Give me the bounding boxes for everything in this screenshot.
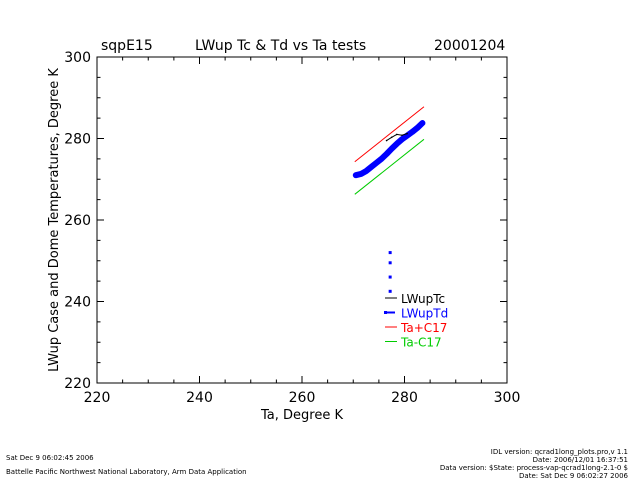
legend-label: Ta+C17 <box>400 321 447 335</box>
data-point-lwuptd <box>420 121 424 125</box>
y-tick-label: 260 <box>64 213 91 229</box>
data-point-lwuptd <box>354 173 358 177</box>
y-tick-label: 280 <box>64 132 91 148</box>
data-point-lwuptd <box>395 142 399 146</box>
x-tick-label: 240 <box>186 390 213 406</box>
legend-label: LWupTc <box>401 292 445 306</box>
footer-idl-version: IDL version: qcrad1long_plots.pro,v 1.1 <box>490 448 628 456</box>
data-point-lwuptd <box>385 152 389 156</box>
y-tick-label: 300 <box>64 50 91 66</box>
data-point-lwuptd <box>379 157 383 161</box>
series-line-ta-c17 <box>354 138 425 195</box>
legend-label: LWupTd <box>401 307 448 321</box>
data-point-lwuptd <box>390 147 394 151</box>
footer-data-date: Date: Sat Dec 9 06:02:27 2006 <box>519 472 628 480</box>
data-point-lwuptc <box>390 136 393 139</box>
footer-org: Battelle Pacific Northwest National Labo… <box>6 468 247 476</box>
data-point-lwuptd <box>369 165 373 169</box>
x-tick-label: 220 <box>84 390 111 406</box>
data-point-lwuptd <box>415 126 419 130</box>
footer-run-date: Sat Dec 9 06:02:45 2006 <box>6 454 94 462</box>
data-point-lwuptd <box>388 251 392 255</box>
data-point-lwuptc <box>385 139 388 142</box>
data-point-lwuptd <box>388 261 392 265</box>
legend-label: Ta-C17 <box>400 336 442 350</box>
data-point-lwuptd <box>410 130 414 134</box>
data-point-lwuptc <box>406 132 408 135</box>
footer-idl-date: Date: 2006/12/01 16:37:51 <box>532 456 628 464</box>
data-point-lwuptd <box>388 275 392 279</box>
date-label: 20001204 <box>434 38 506 54</box>
data-point-lwuptd <box>364 169 368 173</box>
site-label: sqpE15 <box>101 38 153 54</box>
x-tick-label: 260 <box>289 390 316 406</box>
y-tick-label: 220 <box>64 376 91 392</box>
data-point-lwuptd <box>359 172 363 176</box>
x-tick-label: 300 <box>494 390 521 406</box>
legend-marker <box>384 311 387 314</box>
data-point-lwuptc <box>401 134 403 137</box>
series-line-ta-c17 <box>354 106 425 163</box>
x-tick-label: 280 <box>391 390 418 406</box>
data-point-lwuptc <box>396 133 398 136</box>
y-tick-label: 240 <box>64 295 91 311</box>
data-point-lwuptd <box>405 134 409 138</box>
chart-title: LWup Tc & Td vs Ta tests <box>195 38 367 54</box>
data-point-lwuptd <box>400 137 404 141</box>
y-axis-label: LWup Case and Dome Temperatures, Degree … <box>47 68 62 372</box>
x-axis-label: Ta, Degree K <box>260 408 343 423</box>
data-point-lwuptd <box>388 289 392 293</box>
footer-data-version: Data version: $State: process-vap-qcrad1… <box>439 464 628 472</box>
data-point-lwuptd <box>374 161 378 165</box>
